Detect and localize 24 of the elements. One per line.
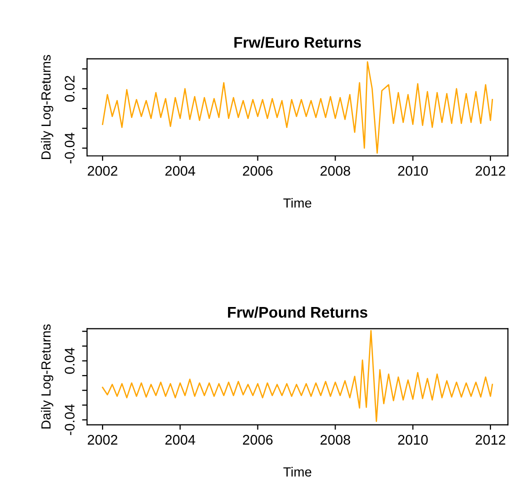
x-tick-label: 2004 [165, 434, 196, 445]
chart-title: Frw/Euro Returns [234, 36, 361, 48]
line-series [102, 330, 494, 422]
x-tick-label: 2006 [242, 166, 273, 176]
x-tick-label: 2006 [242, 434, 273, 445]
y-tick-label: 0.04 [64, 348, 75, 374]
x-tick-label: 2008 [320, 434, 350, 445]
x-tick-label: 2002 [88, 434, 118, 445]
x-tick-label: 2008 [320, 166, 350, 176]
y-axis-title: Daily Log-Returns [40, 324, 54, 428]
x-tick-label: 2002 [88, 166, 118, 176]
y-axis-title: Daily Log-Returns [40, 54, 54, 160]
x-tick-label: 2012 [476, 166, 506, 176]
y-tick-label: -0.04 [64, 132, 75, 164]
x-axis-title: Time [283, 466, 312, 477]
x-tick-label: 2010 [398, 166, 428, 176]
line-series [102, 61, 494, 154]
y-tick-label: -0.04 [64, 404, 75, 436]
x-axis-title: Time [283, 198, 312, 208]
x-tick-label: 2010 [398, 434, 428, 445]
x-tick-label: 2004 [165, 166, 196, 176]
y-tick-label: 0.02 [64, 76, 75, 102]
x-tick-label: 2012 [476, 434, 506, 445]
chart-title: Frw/Pound Returns [228, 306, 368, 318]
